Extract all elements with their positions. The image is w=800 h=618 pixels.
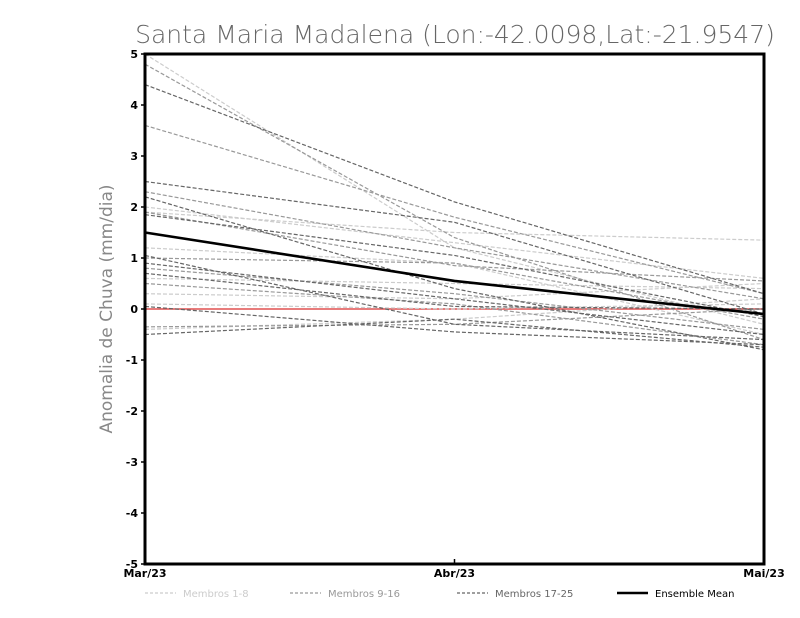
member-line	[144, 277, 765, 290]
y-tick-label: 0	[130, 303, 138, 316]
y-tick-label: 2	[130, 201, 138, 214]
member-line	[144, 257, 765, 320]
ensemble-mean	[144, 231, 765, 316]
member-line	[144, 318, 765, 348]
legend-label: Membros 1-8	[183, 589, 249, 600]
member-line	[144, 262, 765, 336]
member-line	[144, 180, 765, 315]
member-line	[144, 254, 765, 341]
member-line	[144, 247, 765, 336]
member-line	[144, 305, 765, 346]
y-tick-label: 4	[130, 99, 138, 112]
member-line	[144, 206, 765, 279]
member-line	[144, 124, 765, 295]
member-line	[144, 282, 765, 346]
member-line	[144, 53, 765, 325]
member-line	[144, 308, 765, 328]
member-line	[144, 214, 765, 318]
y-axis-label: Anomalia de Chuva (mm/dia)	[97, 184, 117, 433]
legend-label: Ensemble Mean	[655, 589, 734, 600]
member-line	[144, 191, 765, 300]
x-tick-label: Mai/23	[743, 567, 784, 580]
y-tick-label: 3	[130, 150, 138, 163]
member-line	[144, 211, 765, 241]
y-tick-label: -5	[126, 558, 138, 571]
plot-frame	[143, 52, 766, 566]
y-tick-label: 1	[130, 252, 138, 265]
x-tick-label: Mar/23	[123, 567, 166, 580]
chart-title: Santa Maria Madalena (Lon:-42.0098,Lat:-…	[135, 20, 775, 49]
y-tick-label: -2	[126, 405, 138, 418]
y-tick-label: -4	[126, 507, 139, 520]
member-line	[144, 63, 765, 341]
member-line	[144, 282, 765, 300]
ensemble-mean-line	[144, 231, 765, 316]
y-tick-label: 5	[130, 48, 138, 61]
y-tick-label: -3	[126, 456, 138, 469]
member-line	[144, 84, 765, 295]
chart-legend: Membros 1-8 Membros 9-16 Membros 17-25 Ense…	[145, 589, 734, 600]
x-tick-label: Abr/23	[434, 567, 475, 580]
legend-label: Membros 17-25	[495, 589, 573, 600]
y-tick-label: -1	[126, 354, 138, 367]
member-line	[144, 272, 765, 310]
member-line	[144, 267, 765, 330]
legend-label: Membros 9-16	[328, 589, 400, 600]
member-line	[144, 211, 765, 282]
member-line	[144, 303, 765, 310]
ensemble-members	[144, 53, 765, 351]
